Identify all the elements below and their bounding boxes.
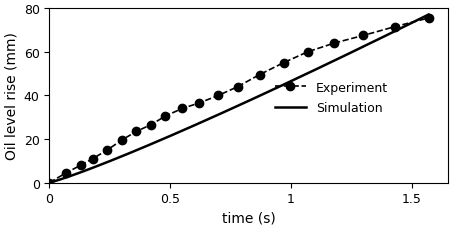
Experiment [133,130,139,133]
Simulation [47,181,52,184]
Experiment [391,26,396,29]
Y-axis label: Oil level rise (mm): Oil level rise (mm) [4,32,18,160]
Simulation [272,88,277,90]
Experiment [281,62,286,65]
Experiment [235,86,240,89]
Experiment [331,42,336,45]
Experiment [425,18,430,20]
Experiment [196,102,202,105]
Line: Experiment: Experiment [45,15,432,187]
Experiment [162,115,168,118]
Experiment [64,172,69,174]
Experiment [78,164,83,167]
Simulation [271,88,276,91]
Experiment [119,139,124,142]
Simulation [365,43,371,46]
X-axis label: time (s): time (s) [221,211,275,225]
Legend: Experiment, Simulation: Experiment, Simulation [274,81,387,115]
Experiment [90,158,96,160]
Experiment [215,95,221,97]
Experiment [105,149,110,152]
Experiment [179,108,184,110]
Simulation [278,85,284,87]
Experiment [256,74,262,77]
Experiment [148,124,153,127]
Line: Simulation: Simulation [50,16,428,183]
Simulation [390,32,395,34]
Experiment [46,181,52,184]
Experiment [360,35,365,38]
Simulation [48,181,54,184]
Simulation [425,14,430,17]
Experiment [304,51,310,54]
